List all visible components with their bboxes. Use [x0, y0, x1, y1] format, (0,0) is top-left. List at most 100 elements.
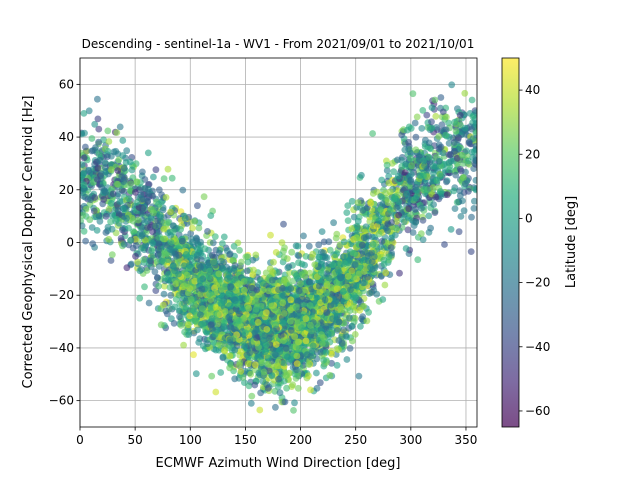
scatter-point	[107, 166, 115, 174]
scatter-point	[116, 123, 124, 131]
scatter-point	[463, 147, 470, 155]
scatter-point	[197, 238, 205, 246]
scatter-point	[176, 300, 184, 308]
scatter-point	[270, 258, 277, 266]
scatter-point	[284, 275, 291, 283]
scatter-point	[190, 307, 198, 315]
scatter-point	[113, 216, 121, 223]
scatter-point	[343, 356, 351, 363]
scatter-point	[412, 218, 420, 226]
scatter-point	[141, 185, 149, 192]
scatter-point	[412, 183, 420, 191]
scatter-point	[313, 369, 320, 377]
scatter-point	[450, 187, 458, 195]
scatter-point	[188, 235, 195, 243]
scatter-point	[203, 329, 211, 336]
scatter-point	[122, 159, 130, 166]
scatter-point	[152, 166, 160, 174]
scatter-point	[287, 296, 295, 304]
scatter-point	[282, 372, 290, 380]
scatter-point	[366, 290, 373, 297]
scatter-point	[216, 341, 224, 349]
scatter-point	[465, 139, 473, 147]
scatter-point	[127, 180, 135, 188]
scatter-point	[472, 186, 477, 194]
scatter-point	[127, 237, 134, 244]
scatter-point	[180, 341, 188, 349]
scatter-point	[247, 370, 255, 378]
scatter-point	[86, 216, 94, 224]
scatter-point	[316, 308, 324, 316]
scatter-point	[114, 180, 122, 188]
scatter-point	[252, 305, 260, 313]
scatter-point	[280, 220, 287, 228]
scatter-point	[375, 217, 383, 225]
scatter-point	[425, 212, 433, 220]
scatter-point	[159, 301, 167, 309]
scatter-point	[353, 234, 361, 242]
scatter-point	[327, 283, 335, 291]
scatter-point	[305, 361, 312, 368]
scatter-point	[405, 138, 412, 146]
scatter-point	[194, 202, 201, 210]
scatter-point	[309, 250, 317, 258]
scatter-point	[437, 143, 445, 151]
scatter-point	[95, 125, 103, 133]
scatter-point	[294, 384, 302, 392]
scatter-point	[378, 238, 386, 245]
scatter-point	[270, 313, 278, 321]
scatter-point	[144, 197, 152, 205]
scatter-point	[274, 358, 282, 366]
scatter-point	[127, 260, 135, 268]
scatter-point	[443, 191, 451, 199]
scatter-point	[406, 154, 414, 162]
scatter-point	[293, 360, 301, 368]
scatter-point	[289, 381, 297, 389]
scatter-point	[94, 95, 101, 103]
scatter-point	[405, 145, 412, 153]
scatter-point	[451, 148, 458, 155]
scatter-point	[92, 144, 99, 151]
scatter-point	[123, 215, 130, 222]
scatter-point	[384, 227, 391, 235]
scatter-point	[185, 331, 193, 338]
scatter-point	[145, 299, 153, 307]
scatter-point	[207, 212, 215, 220]
scatter-point	[429, 184, 437, 192]
scatter-point	[411, 119, 419, 127]
scatter-point	[325, 238, 333, 246]
scatter-point	[290, 269, 298, 277]
scatter-point	[221, 346, 228, 354]
scatter-point	[337, 306, 345, 313]
scatter-point	[144, 149, 152, 157]
scatter-point	[438, 172, 445, 180]
scatter-point	[105, 235, 113, 243]
scatter-point	[167, 208, 174, 216]
scatter-point	[264, 385, 272, 392]
scatter-point	[472, 157, 477, 165]
scatter-point	[159, 206, 167, 214]
scatter-point	[355, 372, 363, 380]
scatter-point	[120, 164, 128, 172]
scatter-point	[344, 202, 352, 210]
scatter-point	[144, 217, 152, 225]
scatter-point	[369, 130, 376, 137]
scatter-point	[85, 107, 93, 115]
scatter-point	[150, 173, 157, 181]
scatter-point	[253, 286, 261, 294]
scatter-point	[472, 121, 477, 129]
scatter-point	[367, 200, 375, 207]
scatter-point	[85, 166, 93, 174]
scatter-point	[208, 251, 216, 259]
scatter-point	[192, 370, 200, 378]
scatter-point	[333, 361, 341, 369]
scatter-point	[117, 234, 125, 242]
scatter-point	[443, 113, 450, 121]
scatter-point	[360, 302, 367, 310]
scatter-point	[212, 388, 220, 396]
scatter-point	[264, 360, 272, 368]
scatter-point	[305, 372, 312, 380]
scatter-point	[438, 121, 446, 129]
scatter-point	[230, 242, 238, 250]
scatter-point	[346, 345, 354, 352]
